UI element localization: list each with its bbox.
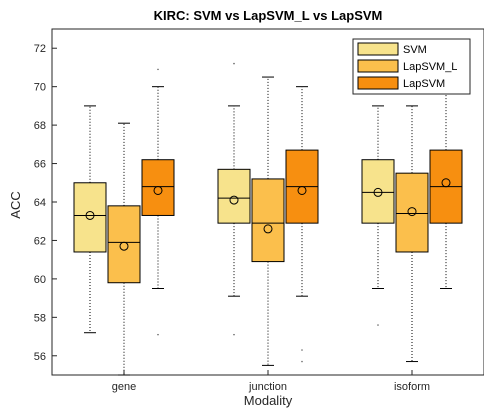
- x-tick-label: junction: [248, 381, 287, 393]
- box-lapsvm-l-isoform: [395, 105, 429, 363]
- y-axis-label: ACC: [8, 191, 23, 218]
- mean-marker: [153, 185, 163, 195]
- chart-title: KIRC: SVM vs LapSVM_L vs LapSVM: [154, 8, 383, 23]
- iqr-box: [141, 159, 175, 216]
- box-lapsvm-junction: [285, 86, 319, 363]
- outlier-point: [301, 360, 303, 363]
- outlier-point: [157, 68, 159, 71]
- iqr-box: [107, 205, 141, 284]
- mean-marker: [373, 187, 383, 197]
- box-svm-gene: [73, 105, 107, 334]
- box-lapsvm-isoform: [429, 86, 463, 289]
- y-tick-label: 72: [34, 43, 46, 55]
- outlier-point: [301, 349, 303, 351]
- outlier-point: [233, 62, 235, 65]
- outlier-point: [233, 333, 235, 336]
- iqr-box: [395, 172, 429, 253]
- legend-entry: SVM: [403, 44, 427, 56]
- y-tick-label: 56: [34, 351, 46, 363]
- x-tick-label: gene: [112, 381, 136, 393]
- mean-marker: [263, 224, 273, 234]
- mean-marker: [119, 241, 129, 251]
- box-svm-junction: [217, 62, 251, 336]
- outlier-point: [157, 333, 159, 336]
- legend-entry: LapSVM_L: [403, 61, 457, 73]
- box-lapsvm-l-gene: [107, 122, 141, 376]
- iqr-box: [251, 178, 285, 263]
- y-tick-label: 70: [34, 82, 46, 94]
- x-tick-label: isoform: [394, 381, 430, 393]
- y-tick-label: 62: [34, 235, 46, 247]
- legend-swatch: [357, 42, 399, 56]
- y-tick-label: 60: [34, 274, 46, 286]
- y-tick-label: 66: [34, 159, 46, 171]
- outlier-point: [377, 324, 379, 326]
- mean-marker: [407, 207, 417, 217]
- legend: SVM LapSVM_L LapSVM: [352, 38, 471, 95]
- mean-marker: [441, 178, 451, 188]
- mean-marker: [229, 195, 239, 205]
- legend-swatch: [357, 59, 399, 73]
- mean-marker: [85, 210, 95, 220]
- y-tick-label: 58: [34, 312, 46, 324]
- x-axis-label: Modality: [244, 393, 293, 408]
- iqr-box: [73, 182, 107, 253]
- legend-entry: LapSVM: [403, 78, 445, 90]
- box-svm-isoform: [361, 105, 395, 326]
- box-lapsvm-l-junction: [251, 76, 285, 366]
- box-lapsvm-gene: [141, 68, 175, 336]
- iqr-box: [361, 159, 395, 224]
- y-tick-label: 64: [34, 197, 46, 209]
- legend-swatch: [357, 76, 399, 90]
- y-tick-label: 68: [34, 120, 46, 132]
- mean-marker: [297, 185, 307, 195]
